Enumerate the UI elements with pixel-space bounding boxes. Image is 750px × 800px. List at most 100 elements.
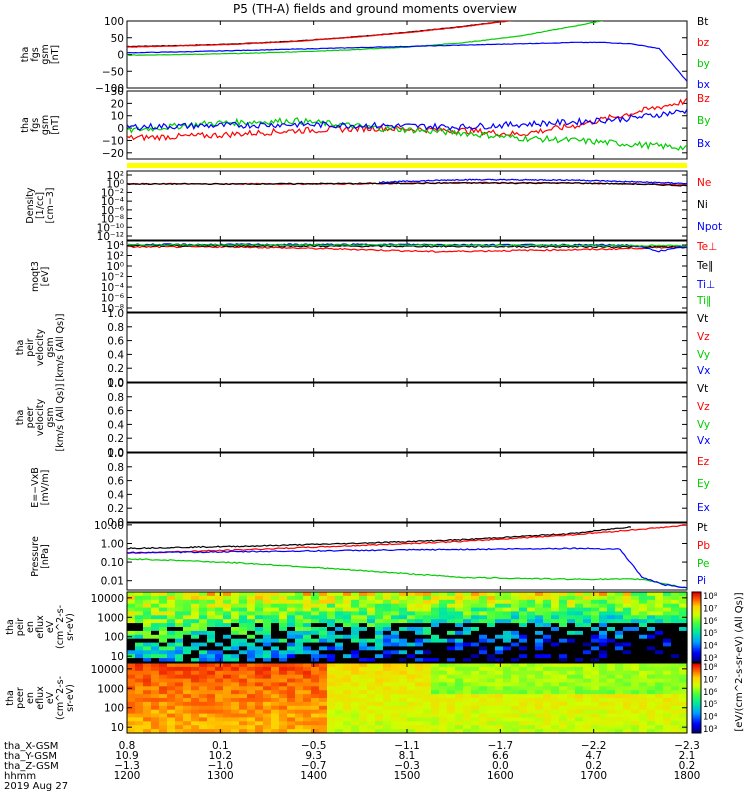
panel-peir_eflux-cell [271, 619, 280, 624]
panel-peer_eflux-cell [247, 686, 256, 691]
panel-peir_eflux-cell [599, 658, 608, 663]
panel-peer_eflux-cell [655, 670, 664, 676]
panel-peir_eflux-cell [447, 607, 456, 613]
panel-peir_eflux-cell [327, 603, 336, 609]
panel-peir_eflux-cell [543, 611, 552, 616]
panel-peer_eflux-cell [575, 670, 584, 676]
panel-peer_eflux-cell [599, 670, 608, 676]
panel-peir_eflux-cell [143, 634, 152, 640]
panel-peer_eflux-cell [511, 678, 520, 684]
panel-temperature-legend-1: Te‖ [696, 260, 713, 272]
panel-peer_eflux-cell [623, 670, 632, 676]
panel-peir_eflux-cell [487, 615, 496, 620]
panel-peir_eflux-cell [159, 607, 168, 613]
panel-peir_eflux-cell [239, 599, 248, 605]
panel-peir_eflux-cell [343, 650, 352, 655]
panel-peer_eflux-cell [255, 709, 264, 715]
panel-peer_eflux-cell [303, 709, 312, 715]
panel-peir_eflux-cell [607, 654, 616, 659]
panel-peir_eflux-cell [215, 630, 224, 636]
panel-peer_eflux-cell [663, 698, 672, 703]
panel-peer_eflux-cell [223, 670, 232, 676]
panel-peir_eflux-cell [399, 615, 408, 620]
panel-peer_eflux-cell [527, 678, 536, 684]
panel-temperature-ytick-label: 10⁻⁶ [101, 293, 124, 305]
panel-peer_eflux-cell [575, 725, 584, 730]
panel-peir_eflux-cell [583, 615, 592, 620]
panel-peer_eflux-cell [351, 694, 360, 699]
panel-peir_eflux-cell [567, 603, 576, 609]
panel-peer_eflux-cell [415, 663, 424, 668]
panel-peir_eflux-cell [415, 646, 424, 651]
panel-peir_eflux-cell [591, 638, 600, 644]
panel-peer_eflux-cell [431, 729, 440, 734]
panel-peir_eflux-cell [615, 611, 624, 616]
panel-peer_eflux-cell [343, 729, 352, 734]
panel-peer_eflux-cell [503, 686, 512, 691]
panel-peer_eflux-cell [231, 674, 240, 680]
panel-peir_eflux-cell [463, 607, 472, 613]
panel-peir_eflux-cell [647, 595, 656, 601]
panel-peir_eflux-cell [223, 599, 232, 605]
panel-peer_eflux-cell [487, 698, 496, 703]
panel-peir_eflux-cell [599, 592, 608, 597]
panel-peer_eflux-cell [239, 686, 248, 691]
panel-peer_eflux-cell [247, 705, 256, 711]
panel-peer_eflux-cell [359, 663, 368, 668]
panel-peir_eflux-cell [519, 638, 528, 644]
panel-peer_eflux-cell [231, 725, 240, 730]
panel-peir_eflux-cell [343, 627, 352, 632]
panel-peer_eflux-cell [479, 713, 488, 719]
panel-peer_eflux-cell [591, 729, 600, 734]
panel-peir_eflux-cell [319, 619, 328, 624]
panel-peir_eflux-cell [255, 619, 264, 624]
panel-peer_eflux-cell [535, 666, 544, 672]
panel-peir_eflux-cell [159, 642, 168, 648]
panel-peir_eflux-cell [279, 611, 288, 616]
panel-peer_eflux-cell [431, 663, 440, 668]
panel-peer_eflux-cell [199, 678, 208, 684]
panel-peer_eflux-cell [495, 729, 504, 734]
panel-peer_eflux-cell [375, 725, 384, 730]
panel-peir_eflux-cell [263, 607, 272, 613]
panel-peer_eflux-cell [127, 701, 136, 707]
panel-peir_eflux-cell [519, 630, 528, 636]
panel-peer_eflux-cell [527, 721, 536, 726]
panel-peer_eflux-cell [311, 670, 320, 676]
panel-peir_eflux-cell [279, 615, 288, 620]
panel-peir_eflux-cell [135, 619, 144, 624]
panel-peir_eflux-cell [199, 595, 208, 601]
panel-peer_eflux-cell [351, 690, 360, 695]
panel-peer_eflux-cell [407, 682, 416, 687]
panel-pressure-legend-0: Pt [697, 522, 707, 534]
panel-peer_eflux-colorbar-step [692, 727, 701, 730]
panel-peer_eflux-cell [655, 678, 664, 684]
panel-peer_eflux-cell [239, 690, 248, 695]
panel-peir_eflux-cell [535, 603, 544, 609]
panel-peer_velocity-frame [126, 382, 688, 453]
panel-peer_eflux-cell [159, 705, 168, 711]
panel-peer_eflux-cell [183, 717, 192, 722]
panel-peir_eflux-cell [655, 619, 664, 624]
panel-peer_eflux-cell [447, 709, 456, 715]
panel-peer_eflux-cell [647, 666, 656, 672]
panel-peir_eflux-cell [663, 595, 672, 601]
panel-peir_velocity-ytick-label: 0.2 [107, 363, 124, 375]
panel-peer_eflux-cell [671, 705, 680, 711]
y-axis-label-line: E=−VxB [30, 467, 41, 508]
panel-peer_eflux-cell [383, 663, 392, 668]
panel-peir_eflux-cell [399, 650, 408, 655]
y-axis-label-line: [nPa] [40, 544, 51, 569]
x-axis-value-y: 10.2 [209, 750, 232, 762]
panel-peir_eflux-cell [151, 658, 160, 663]
panel-peir_eflux-cell [183, 630, 192, 636]
panel-peir_eflux-cell [375, 611, 384, 616]
panel-peer_eflux-cell [655, 717, 664, 722]
panel-peer_eflux-cell [415, 725, 424, 730]
panel-peir_eflux-cell [207, 654, 216, 659]
panel-peir_eflux-cell [223, 611, 232, 616]
panel-peir_eflux-cell [463, 615, 472, 620]
panel-peer_eflux-cell [487, 713, 496, 719]
panel-peer_eflux-cell [583, 725, 592, 730]
panel-peer_eflux-cell [519, 729, 528, 734]
